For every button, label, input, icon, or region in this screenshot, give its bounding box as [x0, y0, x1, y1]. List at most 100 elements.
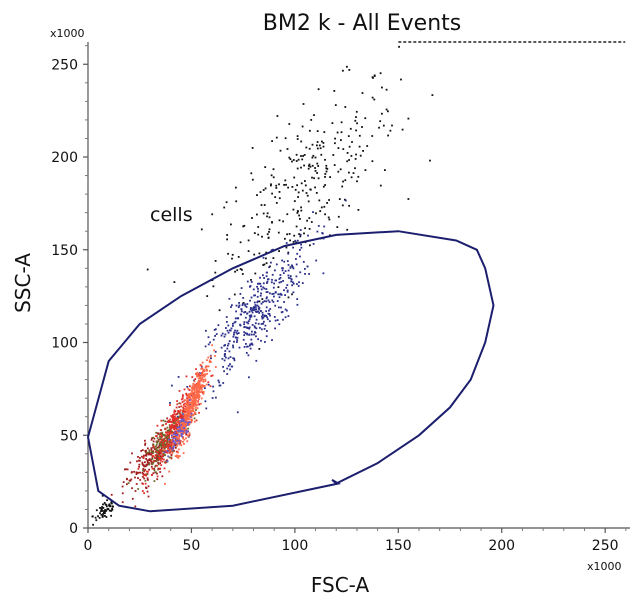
event-point — [156, 458, 159, 461]
event-point — [224, 350, 227, 352]
event-point — [191, 393, 194, 396]
event-point — [243, 311, 245, 314]
event-point — [166, 450, 169, 452]
event-point — [102, 503, 104, 506]
event-point — [236, 336, 239, 339]
event-point — [186, 394, 189, 397]
event-point — [179, 427, 181, 430]
event-point — [144, 461, 146, 464]
event-point — [181, 411, 184, 414]
event-point — [256, 301, 259, 304]
event-point — [106, 499, 108, 502]
event-point — [211, 374, 214, 377]
event-point — [232, 344, 234, 347]
event-point — [104, 512, 106, 515]
event-point — [201, 390, 203, 393]
event-point — [229, 368, 231, 371]
event-point — [145, 451, 148, 454]
event-point — [171, 430, 173, 433]
event-point — [152, 460, 155, 463]
event-point — [178, 433, 180, 436]
event-point — [315, 192, 318, 194]
event-point — [185, 433, 188, 436]
event-point — [166, 441, 169, 443]
event-point — [166, 426, 169, 429]
event-point — [241, 304, 244, 306]
event-point — [316, 144, 318, 147]
event-point — [202, 370, 204, 373]
event-point — [185, 430, 188, 432]
event-point — [213, 349, 215, 352]
event-point — [173, 419, 175, 422]
event-point — [278, 191, 281, 193]
event-point — [137, 477, 139, 479]
event-point — [187, 424, 190, 426]
event-point — [267, 299, 270, 302]
event-point — [151, 452, 153, 455]
event-point — [256, 194, 258, 196]
event-point — [247, 345, 249, 348]
event-point — [205, 407, 208, 410]
event-point — [169, 418, 172, 421]
x-tick-label: 150 — [385, 538, 412, 554]
event-point — [167, 445, 170, 448]
event-point — [285, 286, 288, 289]
event-point — [269, 292, 271, 295]
event-point — [155, 448, 158, 451]
event-point — [169, 438, 172, 441]
event-point — [349, 127, 352, 130]
event-point — [251, 178, 254, 181]
event-point — [192, 400, 195, 403]
event-point — [277, 293, 280, 296]
event-point — [293, 176, 296, 179]
event-point — [373, 98, 376, 101]
event-point — [243, 323, 245, 326]
event-point — [232, 335, 235, 338]
event-point — [302, 155, 304, 157]
event-point — [296, 167, 299, 170]
event-point — [261, 298, 264, 300]
event-point — [192, 382, 195, 385]
event-point — [401, 128, 404, 131]
event-point — [180, 425, 183, 428]
event-point — [191, 391, 194, 394]
event-point — [170, 429, 172, 431]
event-point — [189, 398, 192, 400]
event-point — [252, 288, 255, 291]
event-point — [178, 430, 181, 433]
event-point — [183, 428, 185, 431]
event-point — [201, 367, 204, 370]
event-point — [271, 273, 274, 276]
event-point — [168, 438, 170, 441]
event-point — [228, 340, 231, 342]
event-point — [181, 419, 183, 422]
event-point — [142, 468, 145, 470]
event-point — [260, 292, 262, 295]
event-point — [245, 343, 247, 345]
event-point — [180, 424, 183, 427]
event-point — [176, 426, 179, 429]
event-point — [265, 257, 267, 260]
event-point — [156, 464, 158, 467]
event-point — [200, 375, 203, 377]
event-point — [248, 314, 251, 317]
event-point — [342, 148, 345, 150]
event-point — [198, 384, 201, 386]
event-point — [269, 308, 272, 310]
event-point — [287, 252, 290, 255]
event-point — [253, 253, 256, 256]
event-point — [253, 315, 256, 318]
event-point — [259, 309, 262, 312]
event-point — [106, 508, 109, 510]
event-point — [206, 295, 209, 297]
gate-polygon[interactable] — [86, 230, 495, 513]
event-point — [201, 373, 203, 375]
event-point — [283, 301, 285, 303]
event-point — [295, 225, 298, 228]
event-point — [138, 463, 141, 466]
event-point — [180, 422, 183, 424]
event-point — [139, 479, 142, 481]
event-point — [247, 250, 250, 252]
event-point — [291, 186, 294, 188]
event-point — [145, 473, 148, 476]
